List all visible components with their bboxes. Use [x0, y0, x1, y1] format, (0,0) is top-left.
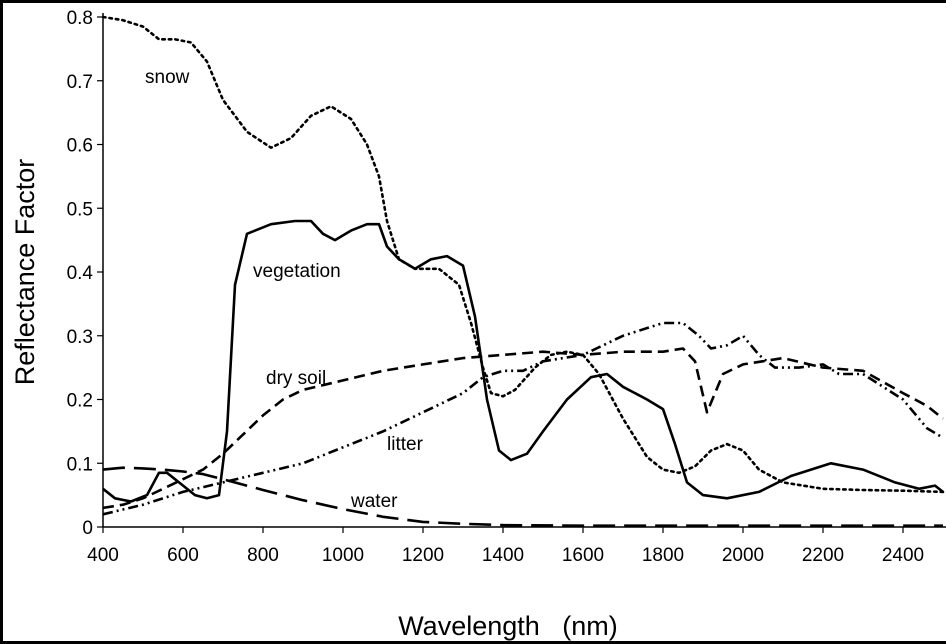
- x-tick-label: 1200: [402, 545, 444, 566]
- y-tick-label: 0: [82, 518, 93, 539]
- y-tick-label: 0.6: [67, 136, 93, 157]
- x-tick-label: 400: [87, 545, 119, 566]
- series-label-snow: snow: [145, 67, 190, 88]
- axis-ticks: 400 600 800 1000 1200 1400 1600 1800 2000 2200 240…: [67, 8, 925, 566]
- series-line-litter: [102, 321, 944, 516]
- y-tick-label: 0.4: [67, 263, 94, 284]
- series-line-dry-soil: [102, 347, 944, 510]
- x-axis-title: Wavelength (nm): [398, 611, 618, 641]
- x-tick-label: 2000: [722, 545, 764, 566]
- plot-area: [102, 13, 946, 528]
- series-label-water: water: [350, 491, 398, 512]
- y-tick-label: 0.7: [67, 72, 93, 93]
- series-label-vegetation: vegetation: [253, 261, 341, 282]
- line-chart: 400 600 800 1000 1200 1400 1600 1800 2000 2200 240…: [10, 8, 946, 641]
- series-label-litter: litter: [387, 434, 424, 455]
- y-tick-label: 0.5: [67, 199, 93, 220]
- series-layer: [101, 15, 945, 527]
- y-tick-label: 0.3: [67, 327, 93, 348]
- x-tick-label: 1800: [642, 545, 684, 566]
- y-axis-title: Reflectance Factor: [10, 159, 40, 386]
- y-tick-label: 0.1: [67, 454, 93, 475]
- y-tick-label: 0.8: [67, 8, 93, 29]
- x-tick-label: 1600: [562, 545, 604, 566]
- x-tick-label: 1400: [482, 545, 524, 566]
- x-tick-label: 1000: [322, 545, 364, 566]
- series-label-dry-soil: dry soil: [266, 368, 326, 389]
- x-tick-label: 800: [247, 545, 279, 566]
- x-tick-label: 600: [167, 545, 199, 566]
- x-tick-label: 2400: [882, 545, 924, 566]
- series-line-water: [102, 466, 943, 527]
- series-labels: snow vegetation dry soil litter water: [145, 67, 424, 512]
- x-tick-label: 2200: [802, 545, 844, 566]
- series-line-vegetation: [102, 219, 944, 503]
- series-line-snow: [101, 15, 945, 494]
- y-tick-label: 0.2: [67, 391, 93, 412]
